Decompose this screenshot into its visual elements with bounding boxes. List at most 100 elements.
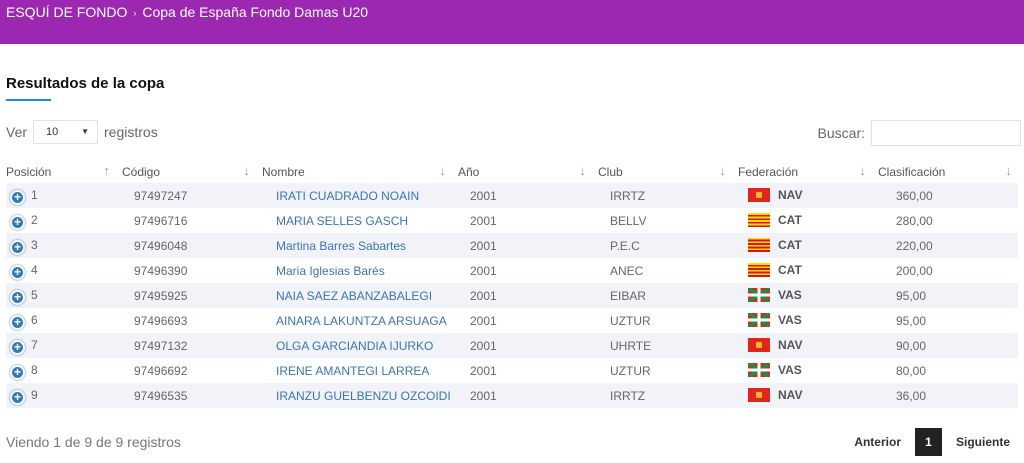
cell-clasificacion: 90,00 <box>896 338 927 353</box>
cell-codigo: 97495925 <box>134 288 188 303</box>
table-row[interactable]: +3 97496048 Martina Barres Sabartes 2001 P.E… <box>6 233 1018 258</box>
table-row[interactable]: +6 97496693 AINARA LAKUNTZA ARSUAGA 2001 UZT… <box>6 308 1018 333</box>
cell-nombre-link[interactable]: OLGA GARCIANDIA IJURKO <box>276 338 434 353</box>
cell-club: BELLV <box>610 213 647 228</box>
table-row[interactable]: +7 97497132 OLGA GARCIANDIA IJURKO 2001 UHRT… <box>6 333 1018 358</box>
federation-code: VAS <box>778 288 802 303</box>
cell-club: UHRTE <box>610 338 652 353</box>
position-value: 2 <box>31 212 38 227</box>
search-control: Buscar: <box>818 120 1021 146</box>
length-control: Ver 10 ▼ registros <box>6 120 158 144</box>
table-row[interactable]: +9 97496535 IRANZU GUELBENZU OZCOIDI 2001 IR… <box>6 383 1018 408</box>
cell-codigo: 97497247 <box>134 188 188 203</box>
next-button[interactable]: Siguiente <box>955 435 1010 449</box>
cell-club: UZTUR <box>610 313 651 328</box>
breadcrumb-separator-icon: › <box>133 8 137 18</box>
table-row[interactable]: +1 97497247 IRATI CUADRADO NOAIN 2001 IRRTZ N… <box>6 183 1018 208</box>
sort-desc-icon: ↓ <box>243 163 251 178</box>
position-value: 6 <box>31 312 38 327</box>
column-header-club[interactable]: Club ↓ <box>598 163 727 179</box>
plus-circle-icon[interactable]: + <box>10 390 25 406</box>
sort-desc-icon: ↓ <box>719 163 727 178</box>
federation-code: VAS <box>778 313 802 328</box>
plus-circle-icon[interactable]: + <box>10 315 25 331</box>
column-header-ano[interactable]: Año ↓ <box>458 163 586 179</box>
cell-nombre-link[interactable]: IRENE AMANTEGI LARREA <box>276 363 430 378</box>
length-select[interactable]: 10 ▼ <box>33 120 99 144</box>
cell-nombre-link[interactable]: IRANZU GUELBENZU OZCOIDI <box>276 388 451 403</box>
plus-circle-icon[interactable]: + <box>10 365 25 381</box>
cell-ano: 2001 <box>470 213 497 228</box>
breadcrumb-root-link[interactable]: ESQUÍ DE FONDO <box>6 4 128 20</box>
cell-nombre-link[interactable]: Maria Iglesias Barés <box>276 263 385 278</box>
cell-codigo: 97496692 <box>134 363 188 378</box>
cell-codigo: 97496048 <box>134 238 188 253</box>
column-header-federacion[interactable]: Federación ↓ <box>738 163 866 179</box>
cell-posicion: +1 <box>6 183 116 208</box>
cell-clasificacion: 36,00 <box>896 388 927 403</box>
plus-circle-icon[interactable]: + <box>10 290 25 306</box>
cell-clasificacion: 200,00 <box>896 263 933 278</box>
table-row[interactable]: +4 97496390 Maria Iglesias Barés 2001 ANEC CA… <box>6 258 1018 283</box>
cell-nombre-link[interactable]: AINARA LAKUNTZA ARSUAGA <box>276 313 447 328</box>
plus-circle-icon[interactable]: + <box>10 215 25 231</box>
federation-code: NAV <box>778 388 803 403</box>
search-label: Buscar: <box>817 125 865 141</box>
cell-nombre-link[interactable]: Martina Barres Sabartes <box>276 238 407 253</box>
previous-button[interactable]: Anterior <box>854 435 901 449</box>
cell-posicion: +6 <box>6 308 116 333</box>
page-1-button[interactable]: 1 <box>914 428 942 456</box>
breadcrumb-current: Copa de España Fondo Damas U20 <box>142 4 369 20</box>
title-underline <box>6 99 51 101</box>
flag-icon <box>748 312 770 327</box>
plus-circle-icon[interactable]: + <box>10 340 25 356</box>
cell-posicion: +5 <box>6 283 116 308</box>
cell-club: IRRTZ <box>610 388 646 403</box>
table-row[interactable]: +5 97495925 NAIA SAEZ ABANZABALEGI 2001 EIBA… <box>6 283 1018 308</box>
top-bar: ESQUÍ DE FONDO › Copa de España Fondo Dama… <box>0 0 1024 44</box>
cell-codigo: 97497132 <box>134 338 188 353</box>
pagination: Anterior 1 Siguiente <box>854 428 1010 456</box>
cell-ano: 2001 <box>470 338 497 353</box>
cell-nombre-link[interactable]: NAIA SAEZ ABANZABALEGI <box>276 288 433 303</box>
cell-nombre-link[interactable]: IRATI CUADRADO NOAIN <box>276 188 420 203</box>
cell-federacion: NAV <box>732 333 872 358</box>
flag-icon <box>748 187 770 202</box>
cell-club: IRRTZ <box>610 188 646 203</box>
column-header-nombre[interactable]: Nombre ↓ <box>262 163 447 179</box>
flag-icon <box>748 212 770 227</box>
plus-circle-icon[interactable]: + <box>10 190 25 206</box>
column-header-codigo[interactable]: Código ↓ <box>122 163 251 179</box>
sort-desc-icon: ↓ <box>439 163 447 178</box>
column-header-posicion[interactable]: Posición ↑ <box>6 163 110 179</box>
cell-clasificacion: 220,00 <box>896 238 933 253</box>
federation-code: CAT <box>778 238 802 253</box>
flag-icon <box>748 237 770 252</box>
length-prefix: Ver <box>6 124 28 140</box>
search-input[interactable] <box>871 120 1021 146</box>
federation-code: CAT <box>778 263 802 278</box>
cell-federacion: CAT <box>732 208 872 233</box>
position-value: 9 <box>31 387 38 402</box>
cell-ano: 2001 <box>470 288 497 303</box>
position-value: 7 <box>31 337 38 352</box>
cell-club: EIBAR <box>610 288 647 303</box>
table-row[interactable]: +8 97496692 IRENE AMANTEGI LARREA 2001 UZTUR… <box>6 358 1018 383</box>
plus-circle-icon[interactable]: + <box>10 240 25 256</box>
cell-nombre-link[interactable]: MARIA SELLES GASCH <box>276 213 409 228</box>
table-info: Viendo 1 de 9 de 9 registros <box>6 434 181 450</box>
plus-circle-icon[interactable]: + <box>10 265 25 281</box>
cell-federacion: NAV <box>732 383 872 408</box>
federation-code: VAS <box>778 363 802 378</box>
federation-code: NAV <box>778 338 803 353</box>
flag-icon <box>748 362 770 377</box>
cell-posicion: +3 <box>6 233 116 258</box>
federation-code: CAT <box>778 213 802 228</box>
cell-club: ANEC <box>610 263 644 278</box>
table-row[interactable]: +2 97496716 MARIA SELLES GASCH 2001 BELLV CAT… <box>6 208 1018 233</box>
cell-federacion: VAS <box>732 308 872 333</box>
column-header-clasificacion[interactable]: Clasificación ↓ <box>878 163 1012 179</box>
flag-icon <box>748 287 770 302</box>
results-table: Posición ↑ Código ↓ Nombre ↓ Año ↓ Club ↓ Fed… <box>6 160 1018 408</box>
section-title: Resultados de la copa <box>6 75 165 92</box>
